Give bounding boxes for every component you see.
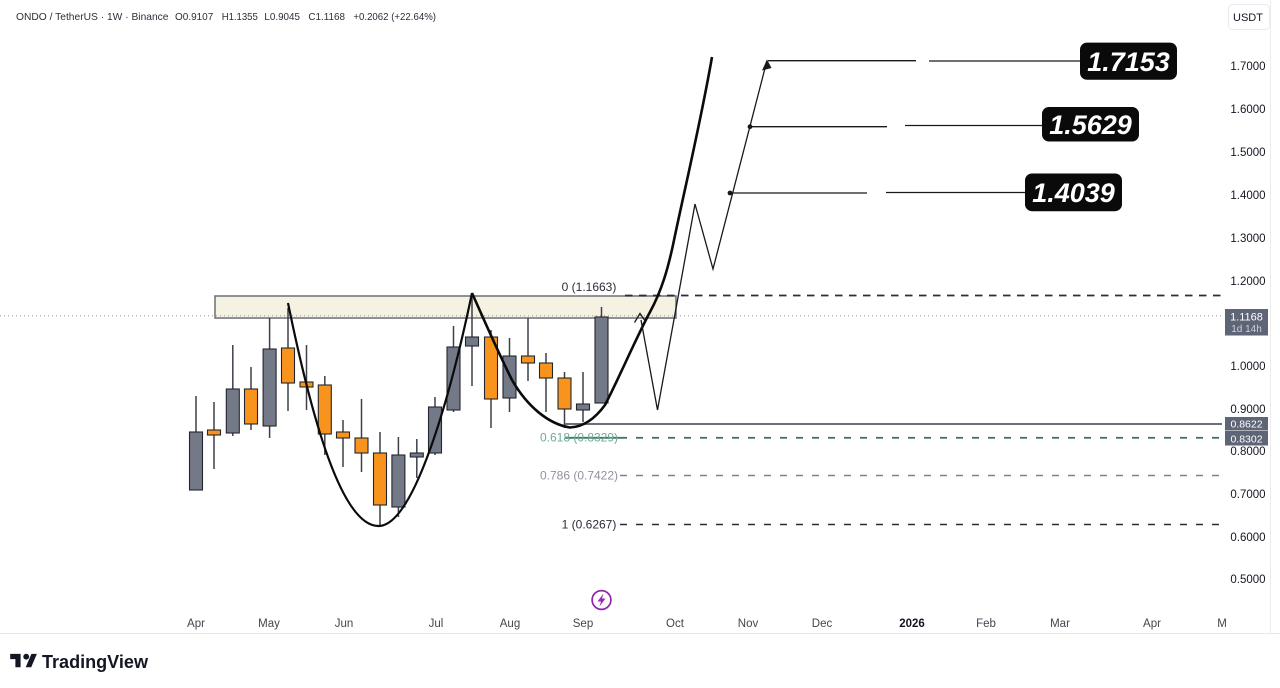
- svg-text:2026: 2026: [899, 618, 925, 630]
- svg-text:Sep: Sep: [573, 618, 593, 630]
- svg-text:ONDO / TetherUS · 1W · Binance: ONDO / TetherUS · 1W · Binance: [16, 11, 169, 23]
- svg-text:1.4000: 1.4000: [1230, 190, 1265, 202]
- svg-text:1.0000: 1.0000: [1230, 361, 1265, 373]
- svg-text:Dec: Dec: [812, 618, 833, 630]
- svg-text:0.8622: 0.8622: [1230, 419, 1262, 431]
- svg-text:0.7000: 0.7000: [1230, 489, 1265, 501]
- svg-text:1.5629: 1.5629: [1049, 110, 1132, 140]
- svg-text:C1.1168: C1.1168: [308, 11, 345, 23]
- svg-text:1.7000: 1.7000: [1230, 61, 1265, 73]
- svg-text:0.5000: 0.5000: [1230, 574, 1265, 586]
- svg-text:1.3000: 1.3000: [1230, 233, 1265, 245]
- svg-text:Aug: Aug: [500, 618, 520, 630]
- svg-text:Feb: Feb: [976, 618, 996, 630]
- svg-text:0.8000: 0.8000: [1230, 446, 1265, 458]
- svg-text:+0.2062 (+22.64%): +0.2062 (+22.64%): [353, 11, 436, 23]
- svg-text:1.7153: 1.7153: [1087, 47, 1170, 77]
- svg-text:1.2000: 1.2000: [1230, 276, 1265, 288]
- svg-text:1.6000: 1.6000: [1230, 104, 1265, 116]
- svg-text:Nov: Nov: [738, 618, 759, 630]
- svg-text:0 (1.1663): 0 (1.1663): [562, 280, 617, 294]
- svg-text:1.5000: 1.5000: [1230, 147, 1265, 159]
- svg-text:1d 14h: 1d 14h: [1231, 324, 1262, 335]
- svg-text:H1.1355: H1.1355: [222, 11, 258, 23]
- svg-text:0.8302: 0.8302: [1230, 434, 1262, 446]
- svg-text:TradingView: TradingView: [42, 652, 149, 672]
- svg-text:0.6000: 0.6000: [1230, 532, 1265, 544]
- svg-text:L0.9045: L0.9045: [264, 11, 300, 23]
- svg-text:M: M: [1217, 618, 1227, 630]
- svg-text:Apr: Apr: [187, 618, 205, 630]
- svg-text:USDT: USDT: [1233, 12, 1263, 24]
- svg-text:0.786 (0.7422): 0.786 (0.7422): [540, 469, 618, 483]
- svg-text:1 (0.6267): 1 (0.6267): [562, 518, 617, 532]
- svg-text:Jul: Jul: [429, 618, 444, 630]
- svg-text:Jun: Jun: [335, 618, 354, 630]
- svg-text:Oct: Oct: [666, 618, 685, 630]
- svg-text:May: May: [258, 618, 280, 630]
- svg-text:1.4039: 1.4039: [1032, 178, 1115, 208]
- svg-text:Mar: Mar: [1050, 618, 1070, 630]
- svg-text:1.1168: 1.1168: [1230, 312, 1263, 324]
- svg-text:0.9000: 0.9000: [1230, 404, 1265, 416]
- svg-text:Apr: Apr: [1143, 618, 1161, 630]
- svg-text:O0.9107: O0.9107: [175, 11, 213, 23]
- svg-text:0.618 (0.8329): 0.618 (0.8329): [540, 431, 618, 445]
